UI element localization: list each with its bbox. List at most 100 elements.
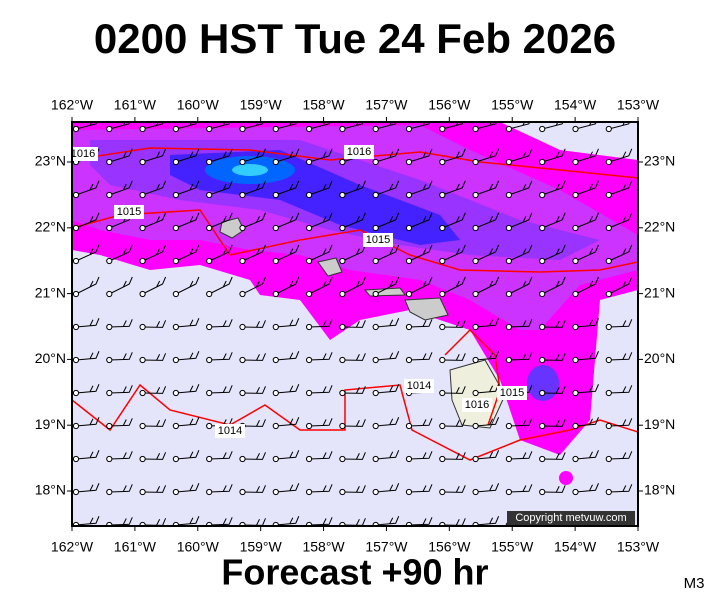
barb-station [139, 389, 146, 397]
barb-station [405, 191, 413, 199]
wind-barb [272, 483, 300, 496]
barb-station [372, 422, 379, 430]
barb-station [439, 455, 446, 463]
wind-barb [539, 180, 566, 199]
lon-label-top: 161°W [114, 97, 157, 113]
barb-shaft [442, 386, 466, 394]
barb-station [206, 158, 213, 166]
wind-barb [106, 180, 133, 199]
barb-shaft [375, 318, 400, 328]
map-frame [71, 121, 639, 527]
wind-barb [505, 148, 533, 166]
barb-station [272, 191, 279, 199]
barb-shaft [442, 212, 466, 229]
wind-barb [372, 212, 400, 232]
wind-barb [106, 484, 133, 496]
barb-shaft [542, 148, 566, 163]
barb-station [206, 422, 213, 430]
barb-shaft [442, 485, 466, 493]
barb-station [339, 224, 346, 232]
barb-shaft [342, 452, 366, 460]
title: 0200 HST Tue 24 Feb 2026 [94, 15, 616, 62]
wind-barb [505, 276, 533, 298]
barb-station [72, 257, 80, 265]
barb-station [339, 290, 346, 298]
wind-barb [339, 244, 366, 265]
barb-station [539, 455, 546, 463]
barb-station [206, 455, 213, 463]
barb-station [339, 158, 346, 166]
barb-station [572, 323, 579, 331]
barb-station [272, 422, 279, 430]
wind-barbs [72, 122, 666, 526]
barb-station [372, 224, 379, 232]
barb-shaft [408, 276, 433, 295]
wind-barb [106, 319, 133, 331]
wind-barb [405, 352, 433, 364]
barb-shaft [275, 180, 300, 196]
barb-shaft [109, 148, 133, 163]
barb-station [72, 125, 80, 133]
barb-shaft [475, 450, 500, 460]
wind-barb [439, 212, 466, 232]
barb-shaft [475, 516, 500, 526]
barb-shaft [242, 212, 266, 229]
barb-station [239, 224, 246, 232]
barb-station [439, 158, 446, 166]
barb-station [372, 455, 379, 463]
lon-label-bottom: 153°W [617, 539, 660, 555]
barb-shaft [442, 419, 466, 427]
barb-shaft [209, 319, 233, 328]
wind-barb [172, 212, 200, 232]
barb-shaft [608, 244, 633, 262]
barb-shaft [475, 318, 500, 328]
barb-shaft [475, 212, 500, 229]
barb-station [206, 389, 213, 397]
barb-station [72, 323, 80, 331]
barb-station [372, 323, 379, 331]
wind-barb [239, 452, 266, 463]
barb-station [572, 290, 579, 298]
barb-shaft [342, 353, 366, 361]
barb-station [439, 224, 446, 232]
barb-shaft [75, 276, 100, 295]
lon-label-bottom: 160°W [177, 539, 220, 555]
barb-station [106, 191, 113, 199]
wind-barb [539, 244, 566, 265]
barb-station [306, 323, 313, 331]
isobars [72, 147, 638, 461]
wind-barb [206, 319, 233, 331]
barb-shaft [475, 148, 500, 163]
wind-barb [106, 244, 133, 265]
barb-station [472, 191, 479, 199]
wind-barb [272, 244, 300, 265]
wind-barb [605, 385, 633, 397]
barb-shaft [375, 384, 400, 394]
barb-station [239, 125, 246, 133]
wind-barb [372, 318, 400, 331]
wind-barb [72, 384, 100, 397]
wind-barb [605, 418, 633, 430]
barb-shaft [275, 276, 300, 295]
lon-label-top: 153°W [617, 97, 660, 113]
barb-station [539, 224, 546, 232]
wind-barb [206, 180, 233, 199]
barb-shaft [175, 180, 200, 196]
barb-station [239, 323, 246, 331]
barb-station [139, 191, 146, 199]
wind-barb [605, 148, 633, 166]
barb-shaft [308, 244, 333, 262]
wind-barb [505, 319, 533, 331]
wind-barb [106, 276, 133, 298]
wind-barb [372, 180, 400, 199]
wind-barb [640, 245, 666, 264]
barb-shaft [608, 319, 633, 328]
barb-shaft [209, 352, 233, 361]
barb-station [605, 455, 612, 463]
wind-barb [306, 418, 333, 430]
wind-barb [539, 212, 566, 232]
barb-station [505, 224, 512, 232]
barb-station [472, 257, 479, 265]
barb-station [539, 191, 546, 199]
precip-core-inner [232, 164, 268, 176]
